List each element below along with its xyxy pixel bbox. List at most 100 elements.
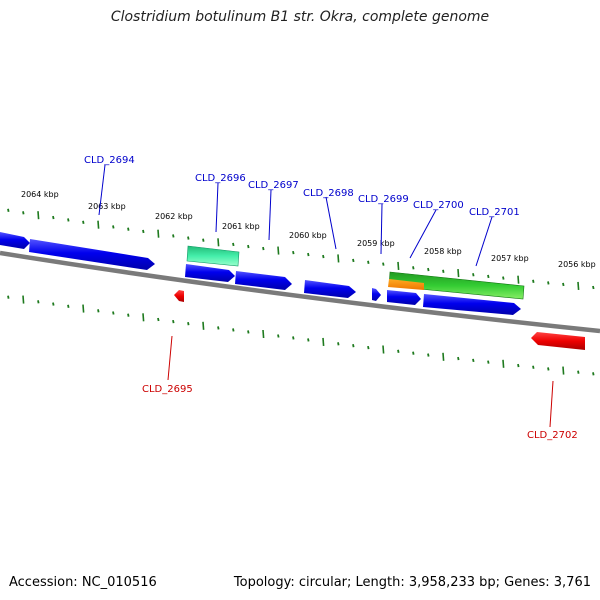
tick-label-2060: 2060 kbp (289, 231, 327, 240)
tick-label-2064: 2064 kbp (21, 190, 59, 199)
major-tick (37, 211, 40, 220)
minor-tick (457, 356, 460, 361)
minor-tick (487, 360, 490, 364)
gene-arrow[interactable] (423, 294, 521, 315)
minor-tick (382, 262, 385, 266)
gene-arrow[interactable] (0, 232, 30, 249)
minor-tick (472, 358, 475, 363)
tick-label-2058: 2058 kbp (424, 247, 462, 256)
major-tick (442, 352, 445, 361)
minor-tick (397, 349, 400, 354)
minor-tick (187, 236, 190, 240)
minor-tick (337, 342, 340, 346)
minor-tick (412, 351, 415, 355)
gene-label-cld-2702[interactable]: CLD_2702 (527, 430, 578, 441)
minor-tick (67, 218, 70, 222)
minor-tick (7, 208, 10, 212)
gene-arrow[interactable] (174, 290, 184, 302)
forward-genes (0, 232, 521, 315)
major-tick (382, 345, 385, 354)
minor-tick (52, 215, 55, 220)
minor-tick (82, 220, 85, 224)
major-tick (562, 366, 565, 375)
gene-label-cld-2697[interactable]: CLD_2697 (248, 180, 299, 191)
minor-tick (547, 367, 550, 371)
minor-tick (262, 246, 265, 251)
minor-tick (247, 330, 250, 334)
minor-tick (532, 365, 535, 369)
major-tick (517, 275, 520, 284)
minor-tick (232, 328, 235, 332)
outer-tick-track (7, 208, 595, 291)
minor-tick (532, 279, 535, 283)
major-tick (262, 329, 265, 339)
major-tick (202, 321, 205, 330)
gene-label-cld-2696[interactable]: CLD_2696 (195, 173, 246, 184)
gene-label-cld-2695[interactable]: CLD_2695 (142, 384, 193, 395)
accession-text: Accession: NC_010516 (9, 575, 157, 590)
genome-backbone (0, 250, 600, 334)
major-tick (97, 220, 100, 229)
orange-feature[interactable] (388, 279, 424, 290)
major-tick (577, 281, 580, 291)
gene-label-cld-2698[interactable]: CLD_2698 (303, 188, 354, 199)
major-tick (502, 359, 505, 368)
minor-tick (577, 370, 580, 374)
gene-arrow[interactable] (304, 280, 356, 298)
major-tick (457, 268, 460, 278)
minor-tick (37, 300, 40, 304)
gene-arrow[interactable] (387, 290, 421, 305)
minor-tick (142, 229, 145, 234)
gene-arrow[interactable] (185, 264, 235, 282)
minor-tick (112, 311, 115, 315)
label-leaders (98, 164, 554, 428)
minor-tick (247, 244, 250, 249)
tick-label-2059: 2059 kbp (357, 239, 395, 248)
minor-tick (292, 250, 295, 255)
gene-arrow[interactable] (235, 271, 292, 290)
minor-tick (127, 313, 130, 317)
minor-tick (472, 273, 475, 277)
minor-tick (232, 242, 235, 247)
major-tick (22, 295, 25, 304)
reverse-genes (174, 290, 585, 350)
minor-tick (97, 309, 100, 313)
minor-tick (442, 269, 445, 273)
minor-tick (22, 211, 25, 215)
minor-tick (307, 252, 310, 257)
minor-tick (67, 304, 70, 309)
gene-label-cld-2700[interactable]: CLD_2700 (413, 200, 464, 211)
gene-label-cld-2694[interactable]: CLD_2694 (84, 155, 135, 166)
gene-arrow[interactable] (29, 239, 155, 270)
minor-tick (352, 258, 355, 263)
minor-tick (502, 276, 505, 280)
minor-tick (157, 317, 160, 322)
minor-tick (172, 319, 175, 324)
inner-tick-track (7, 295, 595, 376)
minor-tick (187, 322, 190, 326)
minor-tick (592, 285, 595, 290)
minor-tick (292, 336, 295, 340)
minor-tick (7, 295, 10, 299)
rrna-feature[interactable] (186, 245, 240, 267)
minor-tick (52, 302, 55, 306)
tick-label-2062: 2062 kbp (155, 212, 193, 221)
minor-tick (277, 334, 280, 338)
gene-arrow[interactable] (372, 288, 381, 301)
minor-tick (352, 344, 355, 348)
minor-tick (487, 274, 490, 279)
minor-tick (562, 282, 565, 287)
minor-tick (427, 267, 430, 272)
major-tick (142, 313, 145, 322)
gene-label-cld-2701[interactable]: CLD_2701 (469, 207, 520, 218)
major-tick (157, 229, 160, 238)
minor-tick (217, 326, 220, 330)
minor-tick (322, 254, 325, 259)
major-tick (82, 304, 85, 313)
minor-tick (367, 260, 370, 264)
gene-label-cld-2699[interactable]: CLD_2699 (358, 194, 409, 205)
minor-tick (112, 225, 115, 229)
major-tick (337, 254, 340, 263)
gene-arrow[interactable] (531, 332, 585, 350)
